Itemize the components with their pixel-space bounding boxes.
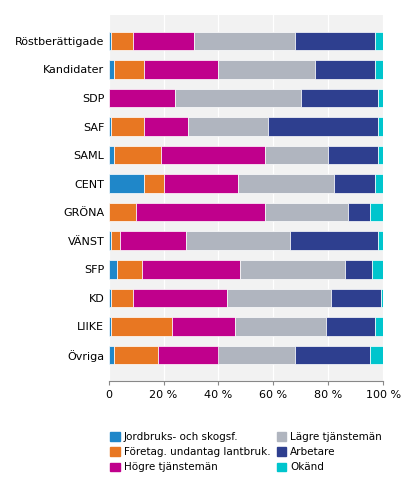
Bar — [111, 289, 133, 307]
Bar — [133, 31, 194, 50]
Bar — [240, 260, 345, 278]
Bar — [144, 60, 218, 79]
Bar — [109, 174, 144, 193]
Bar — [109, 117, 111, 136]
Bar — [114, 146, 161, 164]
Bar — [111, 317, 172, 336]
Bar — [109, 260, 117, 278]
Bar — [315, 60, 375, 79]
Bar — [238, 174, 334, 193]
Bar — [301, 89, 378, 107]
Bar — [370, 346, 384, 364]
Bar — [372, 260, 384, 278]
Bar — [375, 60, 384, 79]
Bar — [109, 346, 114, 364]
Bar — [375, 31, 384, 50]
Bar — [345, 260, 372, 278]
Bar — [194, 31, 295, 50]
Bar — [235, 317, 326, 336]
Bar — [111, 117, 144, 136]
Bar — [109, 203, 136, 221]
Bar — [117, 260, 141, 278]
Bar — [188, 117, 268, 136]
Bar — [136, 203, 265, 221]
Bar — [144, 174, 163, 193]
Bar — [268, 117, 378, 136]
Bar — [378, 117, 384, 136]
Bar — [348, 203, 370, 221]
Bar — [290, 231, 378, 250]
Bar — [109, 231, 111, 250]
Bar — [114, 346, 158, 364]
Bar — [334, 174, 375, 193]
Bar — [378, 146, 384, 164]
Bar — [163, 174, 238, 193]
Bar — [295, 346, 370, 364]
Bar — [109, 89, 175, 107]
Bar — [109, 60, 114, 79]
Bar — [144, 117, 188, 136]
Bar — [227, 289, 331, 307]
Bar — [141, 260, 240, 278]
Bar — [375, 174, 384, 193]
Bar — [265, 203, 348, 221]
Bar — [133, 289, 227, 307]
Bar — [161, 146, 265, 164]
Bar — [378, 89, 384, 107]
Bar — [158, 346, 218, 364]
Bar — [218, 60, 315, 79]
Bar — [172, 317, 235, 336]
Bar — [109, 317, 111, 336]
Bar — [381, 289, 384, 307]
Bar — [119, 231, 186, 250]
Bar — [265, 146, 329, 164]
Bar — [114, 60, 144, 79]
Bar — [111, 231, 119, 250]
Bar — [326, 317, 375, 336]
Bar — [109, 289, 111, 307]
Bar — [109, 146, 114, 164]
Bar — [111, 31, 133, 50]
Bar — [109, 31, 111, 50]
Bar — [370, 203, 384, 221]
Bar — [378, 231, 384, 250]
Bar — [329, 146, 378, 164]
Legend: Jordbruks- och skogsf., Företag. undantag lantbruk., Högre tjänstemän, Lägre tjä: Jordbruks- och skogsf., Företag. undanta… — [108, 430, 384, 474]
Bar — [218, 346, 295, 364]
Bar — [295, 31, 375, 50]
Bar — [175, 89, 301, 107]
Bar — [331, 289, 381, 307]
Bar — [375, 317, 384, 336]
Bar — [186, 231, 290, 250]
